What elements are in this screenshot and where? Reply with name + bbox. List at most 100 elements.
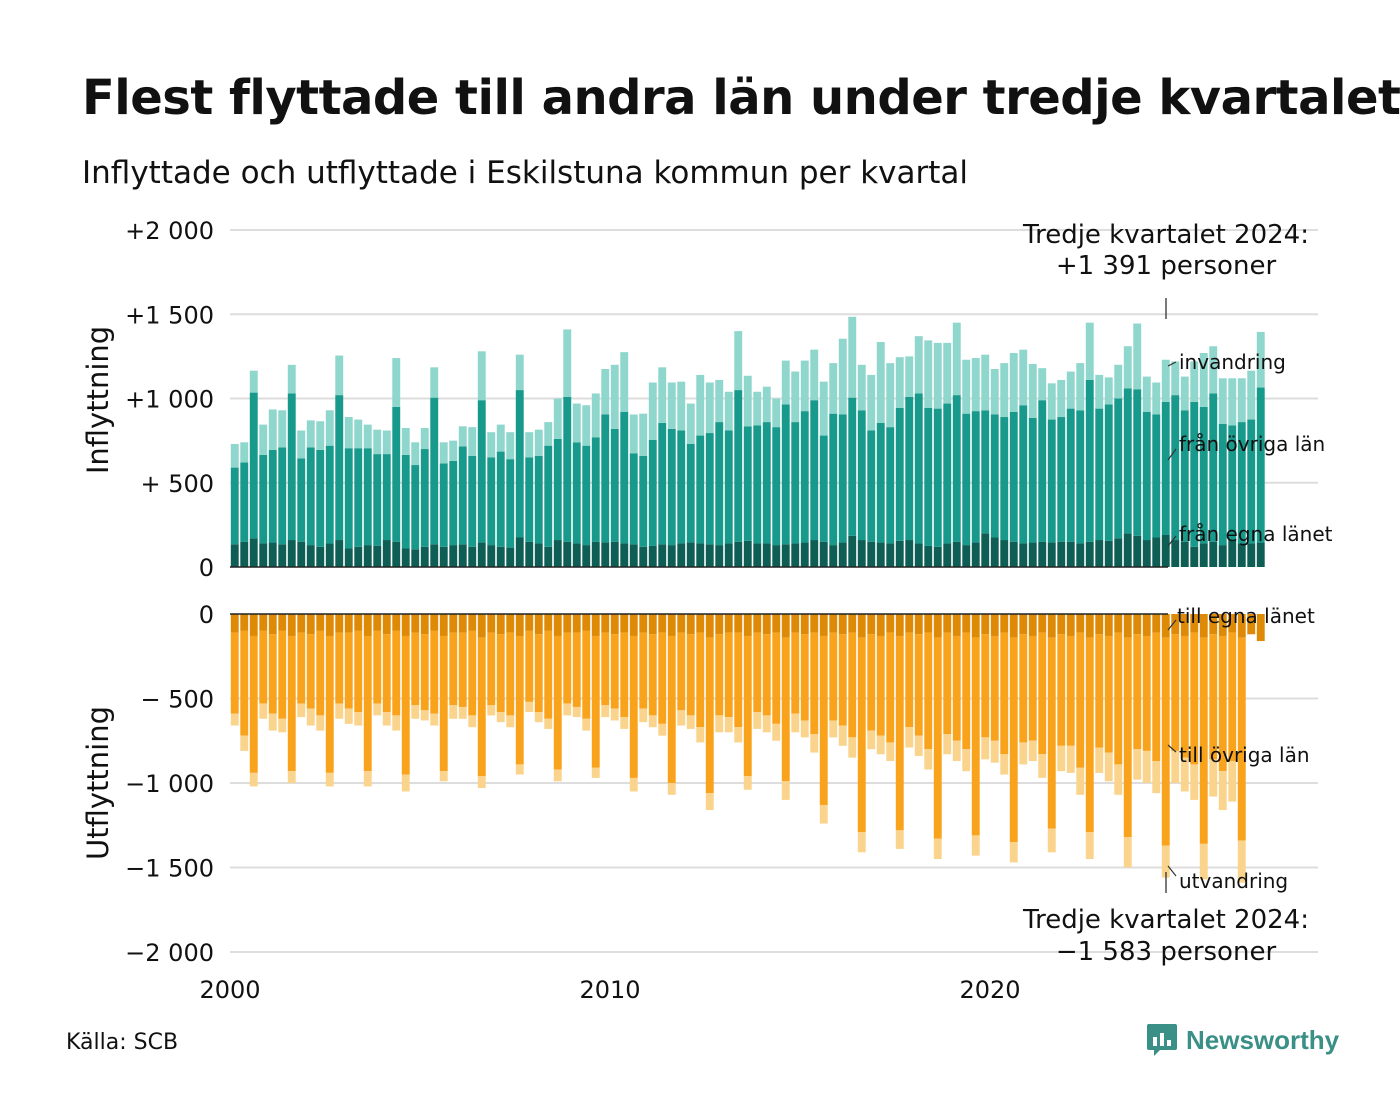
bar-in-in_local — [268, 542, 277, 567]
bar-in-in_local — [1161, 534, 1170, 567]
bar-in-in_other — [1009, 411, 1018, 542]
bar-out-out_other — [724, 632, 733, 718]
bar-out-out_other — [829, 632, 838, 721]
bar-out-out_other — [629, 635, 638, 778]
bar-in-in_other — [278, 447, 287, 545]
annotation-inflow-total: Tredje kvartalet 2024: +1 391 personer — [1022, 220, 1309, 319]
bar-in-in_imm — [924, 340, 933, 408]
bar-in-in_imm — [1047, 383, 1056, 420]
bar-in-in_local — [458, 544, 467, 567]
bar-out-out_other — [1038, 632, 1047, 755]
bar-in-in_local — [392, 541, 401, 567]
bar-in-in_imm — [525, 432, 534, 458]
bar-in-in_other — [1237, 422, 1246, 544]
bar-out-out_local — [601, 614, 610, 633]
ylabel-utflyttning: Utflyttning — [81, 706, 115, 860]
bar-out-out_local — [981, 614, 990, 635]
bar-out-out_local — [819, 614, 828, 636]
bar-out-out_emig — [1123, 837, 1132, 868]
bar-out-out_local — [648, 614, 657, 635]
bar-out-out_other — [506, 632, 515, 716]
bar-in-in_imm — [981, 354, 990, 411]
bar-in-in_other — [287, 393, 296, 541]
bar-in-in_other — [1247, 419, 1256, 544]
bar-in-in_imm — [316, 421, 325, 450]
bar-out-out_local — [705, 614, 714, 638]
bar-in-in_imm — [838, 338, 847, 415]
bar-out-out_other — [762, 634, 771, 716]
bar-in-in_imm — [1161, 359, 1170, 402]
bar-out-out_local — [572, 614, 581, 633]
bar-out-out_emig — [458, 706, 467, 719]
bar-out-out_other — [791, 632, 800, 714]
ylabel-inflyttning: Inflyttning — [81, 326, 115, 474]
bar-in-in_local — [1123, 533, 1132, 567]
bar-in-in_other — [430, 397, 439, 545]
bar-in-in_local — [1076, 543, 1085, 567]
bar-in-in_local — [838, 542, 847, 567]
bar-out-out_emig — [1190, 764, 1199, 800]
bar-out-out_local — [1237, 614, 1246, 638]
bar-in-in_local — [1199, 543, 1208, 567]
bar-in-in_local — [544, 546, 553, 567]
bar-in-in_local — [895, 540, 904, 567]
bar-out-out_other — [667, 635, 676, 783]
bar-out-out_local — [392, 614, 401, 631]
bar-in-in_local — [335, 540, 344, 567]
bar-out-out_other — [468, 630, 477, 716]
bar-in-in_imm — [1028, 363, 1037, 418]
bar-in-in_local — [924, 545, 933, 567]
bar-out-out_emig — [610, 708, 619, 721]
bar-out-out_other — [268, 634, 277, 714]
bar-in-in_other — [544, 445, 553, 547]
bar-in-in_other — [686, 443, 695, 543]
annotation-outflow-title: Tredje kvartalet 2024: — [1022, 905, 1309, 935]
bar-in-in_imm — [1019, 349, 1028, 406]
bar-out-out_local — [249, 614, 258, 636]
bar-in-in_other — [259, 454, 268, 544]
bar-in-in_imm — [667, 382, 676, 429]
bar-in-in_local — [1066, 541, 1075, 567]
bar-in-in_local — [449, 545, 458, 567]
bar-out-out_other — [734, 632, 743, 728]
bar-out-out_local — [1066, 614, 1075, 636]
bar-out-out_emig — [971, 835, 980, 856]
bar-in-in_imm — [572, 403, 581, 443]
bar-in-in_local — [287, 540, 296, 567]
bar-in-in_local — [297, 541, 306, 567]
bar-out-out_local — [658, 614, 667, 633]
bar-out-out_other — [249, 635, 258, 773]
bar-out-out_emig — [886, 742, 895, 762]
bar-out-out_emig — [677, 710, 686, 726]
bar-in-in_other — [496, 451, 505, 547]
bar-in-in_local — [848, 535, 857, 567]
ytick-label-top: + 500 — [140, 470, 214, 498]
bar-out-out_local — [1256, 614, 1265, 642]
bar-out-out_other — [458, 632, 467, 707]
bar-in-in_imm — [401, 427, 410, 455]
bar-in-in_other — [819, 435, 828, 542]
xtick-label: 2000 — [199, 976, 260, 1004]
bar-out-out_other — [259, 630, 268, 704]
bar-in-in_imm — [1000, 363, 1009, 418]
bar-in-in_local — [667, 545, 676, 567]
bar-in-in_other — [1019, 405, 1028, 544]
bar-out-out_emig — [1047, 828, 1056, 853]
bar-out-out_local — [914, 614, 923, 635]
xtick-label: 2020 — [959, 976, 1020, 1004]
bar-out-out_local — [924, 614, 933, 633]
bar-out-out_emig — [1180, 757, 1189, 792]
bar-out-out_local — [1000, 614, 1009, 633]
bar-out-out_emig — [553, 769, 562, 782]
label-leader-fran-egna-lanet — [1167, 535, 1177, 547]
bar-in-in_other — [439, 463, 448, 547]
bar-in-in_imm — [1095, 374, 1104, 409]
bar-out-out_local — [259, 614, 268, 631]
bar-in-in_imm — [781, 360, 790, 405]
bar-in-in_other — [563, 396, 572, 542]
bar-in-in_imm — [515, 354, 524, 391]
bar-in-in_imm — [848, 316, 857, 398]
bar-in-in_imm — [753, 391, 762, 426]
bar-out-out_emig — [506, 715, 515, 728]
bar-out-out_emig — [1057, 745, 1066, 772]
